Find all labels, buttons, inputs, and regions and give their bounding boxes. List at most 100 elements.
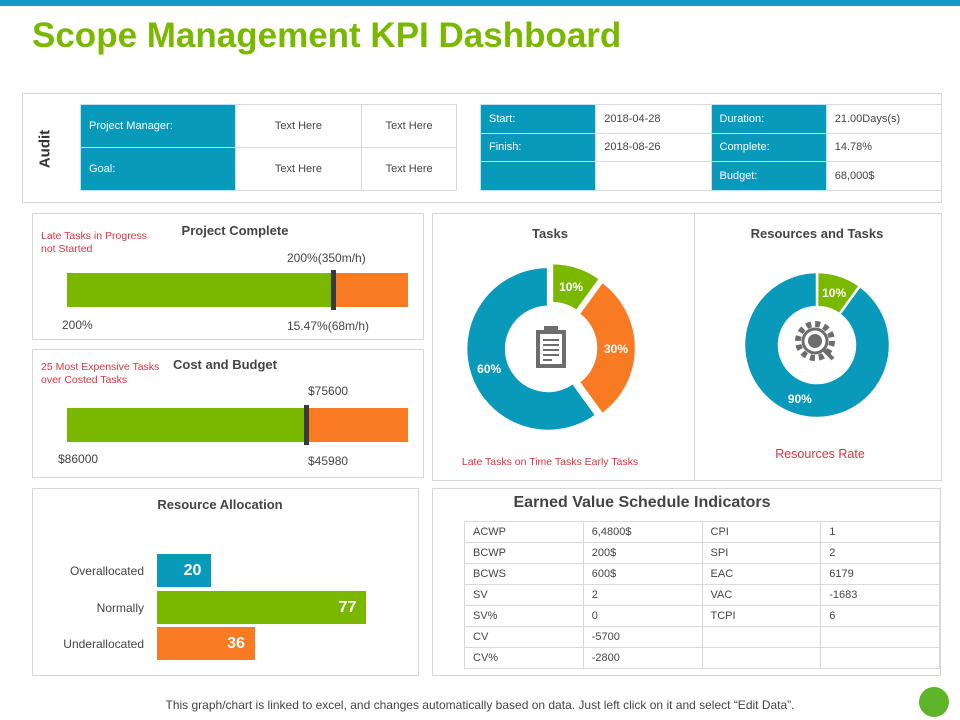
earned-value-title: Earned Value Schedule Indicators	[513, 494, 771, 511]
resource-allocation-title: Resource Allocation	[157, 497, 283, 512]
cost-budget-bar	[67, 408, 408, 442]
table-cell: 2018-04-28	[595, 104, 712, 134]
table-cell: 2	[582, 584, 703, 606]
table-cell: 14.78%	[825, 132, 943, 163]
table-row: Start: 2018-04-28 Duration: 21.00Days(s)	[479, 104, 943, 134]
table-row: SV 2 VAC -1683	[464, 584, 940, 606]
tasks-slice-label: 30%	[604, 342, 628, 356]
table-row: Goal: Text Here Text Here	[80, 147, 457, 191]
table-cell: SV%	[464, 605, 584, 627]
schedule-table: Start: 2018-04-28 Duration: 21.00Days(s) Fin…	[479, 104, 943, 191]
category-label: Underallocated	[63, 637, 144, 651]
table-cell: 600$	[582, 563, 703, 585]
project-complete-note: Late Tasks in Progress not Started	[41, 230, 148, 255]
table-cell: 2	[820, 542, 940, 564]
table-row: ACWP 6,4800$ CPI 1	[464, 521, 940, 543]
bar-overallocated: 20	[157, 554, 212, 587]
tasks-slice	[464, 265, 599, 433]
tasks-slice-label: 10%	[559, 280, 583, 294]
table-cell: -5700	[582, 626, 703, 648]
bar-normally: 77	[157, 590, 367, 624]
table-cell: BCWS	[464, 563, 584, 585]
table-cell: BCWP	[464, 542, 584, 564]
table-cell: 6	[820, 605, 940, 627]
table-cell: VAC	[701, 584, 822, 606]
resources-slice-label: 90%	[788, 392, 812, 406]
project-complete-top-label: 200%(350m/h)	[287, 251, 366, 265]
table-cell	[820, 626, 940, 648]
table-cell: CPI	[701, 521, 822, 543]
resources-slice	[742, 270, 892, 420]
table-cell: Finish:	[479, 132, 597, 163]
table-cell: SPI	[701, 542, 822, 564]
resources-caption: Resources Rate	[775, 447, 865, 461]
cost-budget-note: 25 Most Expensive Tasks over Costed Task…	[41, 361, 160, 386]
table-cell: -1683	[820, 584, 940, 606]
table-cell: Budget:	[710, 161, 827, 191]
table-cell: Complete:	[710, 132, 827, 163]
table-cell: SV	[464, 584, 584, 606]
tasks-slice	[550, 261, 602, 313]
tasks-caption: Late Tasks on Time Tasks Early Tasks	[461, 456, 639, 468]
project-complete-left-label: 200%	[62, 318, 93, 332]
table-cell: Goal:	[80, 147, 236, 191]
table-row: Finish: 2018-08-26 Complete: 14.78%	[479, 132, 943, 163]
table-row: Project Manager: Text Here Text Here	[80, 104, 457, 148]
table-cell	[820, 647, 940, 669]
green-circle-icon	[919, 687, 949, 717]
table-cell: 1	[820, 521, 940, 543]
table-cell: CV%	[464, 647, 584, 669]
donut-charts: 10% 30% 60% 10% 90%	[464, 261, 892, 433]
table-cell: 2018-08-26	[595, 132, 712, 163]
tasks-slice	[576, 279, 638, 417]
project-complete-bar	[67, 273, 408, 307]
tasks-slice-label: 60%	[477, 362, 501, 376]
table-cell: -2800	[582, 647, 703, 669]
table-cell: Text Here	[234, 147, 363, 191]
resources-slice-label: 10%	[822, 286, 846, 300]
table-cell: 68,000$	[825, 161, 943, 191]
table-row: Budget: 68,000$	[479, 161, 943, 191]
category-label: Normally	[96, 600, 144, 615]
project-complete-bottom-label: 15.47%(68m/h)	[287, 319, 370, 333]
gear-search-icon	[795, 321, 835, 361]
table-cell: 21.00Days(s)	[825, 104, 943, 134]
clipboard-icon	[536, 326, 566, 368]
project-complete-title: Project Complete	[181, 223, 289, 238]
table-cell: EAC	[701, 563, 822, 585]
cost-budget-marker	[303, 405, 309, 445]
cost-budget-fill	[67, 408, 306, 442]
audit-table: Project Manager: Text Here Text Here Goal: T…	[80, 104, 457, 191]
table-cell: ACWP	[464, 521, 584, 543]
table-cell: Text Here	[361, 104, 457, 148]
table-row: SV% 0 TCPI 6	[464, 605, 940, 627]
top-accent-bar	[0, 0, 960, 6]
earned-value-table: ACWP 6,4800$ CPI 1 BCWP 200$ SPI 2 BCWS 600$ EAC 61…	[464, 521, 940, 669]
audit-label: Audit	[36, 129, 54, 169]
divider	[694, 214, 695, 480]
resources-title: Resources and Tasks	[750, 226, 884, 241]
table-cell	[701, 626, 822, 648]
table-cell: Duration:	[710, 104, 827, 134]
cost-budget-left-label: $86000	[58, 452, 99, 466]
table-row: CV% -2800	[464, 647, 940, 669]
table-cell: Text Here	[234, 104, 363, 148]
project-complete-marker	[330, 270, 336, 310]
table-cell: TCPI	[701, 605, 822, 627]
table-cell: Text Here	[361, 147, 457, 191]
table-cell	[479, 161, 597, 191]
table-cell: Start:	[479, 104, 597, 134]
table-row: CV -5700	[464, 626, 940, 648]
table-cell: CV	[464, 626, 584, 648]
page-title: Scope Management KPI Dashboard	[32, 16, 622, 55]
table-cell	[595, 161, 712, 191]
table-cell: Project Manager:	[80, 104, 236, 148]
table-row: BCWP 200$ SPI 2	[464, 542, 940, 564]
table-cell: 6179	[820, 563, 940, 585]
cost-budget-title: Cost and Budget	[173, 357, 277, 372]
category-label: Overallocated	[69, 564, 144, 578]
table-row: BCWS 600$ EAC 6179	[464, 563, 940, 585]
project-complete-fill	[67, 273, 333, 307]
table-cell: 200$	[582, 542, 703, 564]
footer-note: This graph/chart is linked to excel, and…	[165, 698, 795, 712]
